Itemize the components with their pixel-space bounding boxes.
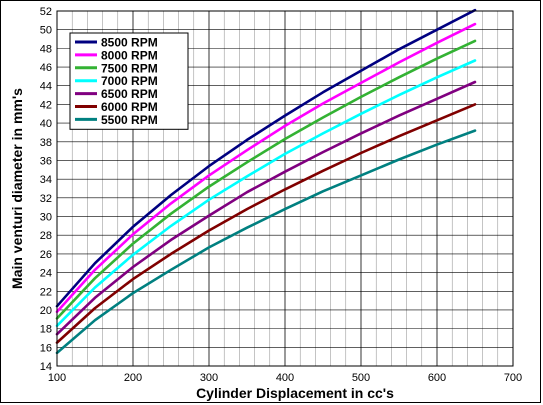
legend-label: 8000 RPM — [101, 48, 158, 62]
y-tick-label: 32 — [40, 193, 52, 205]
series-line — [55, 103, 477, 344]
x-tick-label: 700 — [504, 372, 522, 384]
legend-label: 7500 RPM — [101, 61, 158, 75]
y-tick-label: 36 — [40, 155, 52, 167]
y-tick-label: 16 — [40, 342, 52, 354]
y-tick-label: 30 — [40, 212, 52, 224]
y-tick-label: 26 — [40, 249, 52, 261]
x-tick-label: 200 — [124, 372, 142, 384]
x-tick-label: 400 — [276, 372, 294, 384]
x-tick-label: 300 — [200, 372, 218, 384]
y-tick-label: 22 — [40, 286, 52, 298]
series-line — [55, 39, 477, 320]
legend-label: 5500 RPM — [101, 113, 158, 127]
y-tick-labels: 14 16 18 20 22 24 26 28 30 32 34 36 38 40 42 44 46 48 50 52 — [40, 6, 52, 373]
x-tick-label: 500 — [352, 372, 370, 384]
y-tick-label: 38 — [40, 137, 52, 149]
y-tick-label: 42 — [40, 99, 52, 111]
legend-label: 7000 RPM — [101, 74, 158, 88]
y-tick-label: 24 — [40, 268, 52, 280]
y-tick-label: 14 — [40, 361, 52, 373]
y-axis-label: Main venturi diameter in mm's — [9, 88, 25, 289]
x-tick-labels: 100 200 300 400 500 600 700 — [48, 372, 522, 384]
y-tick-label: 18 — [40, 324, 52, 336]
y-tick-label: 48 — [40, 43, 52, 55]
y-tick-label: 46 — [40, 62, 52, 74]
series-lines — [55, 8, 477, 355]
series-line — [55, 80, 477, 336]
legend-label: 6000 RPM — [101, 100, 158, 114]
y-tick-label: 20 — [40, 305, 52, 317]
y-tick-label: 44 — [40, 81, 52, 93]
x-tick-label: 600 — [428, 372, 446, 384]
series-line — [55, 129, 477, 355]
legend-label: 6500 RPM — [101, 87, 158, 101]
series-line — [55, 8, 477, 308]
y-tick-label: 50 — [40, 25, 52, 37]
y-tick-label: 40 — [40, 118, 52, 130]
x-tick-label: 100 — [48, 372, 66, 384]
y-tick-label: 34 — [40, 174, 52, 186]
series-line — [55, 59, 477, 328]
y-tick-label: 28 — [40, 230, 52, 242]
plot-border — [56, 10, 514, 367]
x-axis-label: Cylinder Displacement in cc's — [196, 385, 394, 401]
y-tick-label: 52 — [40, 6, 52, 18]
series-line — [55, 22, 477, 314]
legend-label: 8500 RPM — [101, 36, 158, 50]
